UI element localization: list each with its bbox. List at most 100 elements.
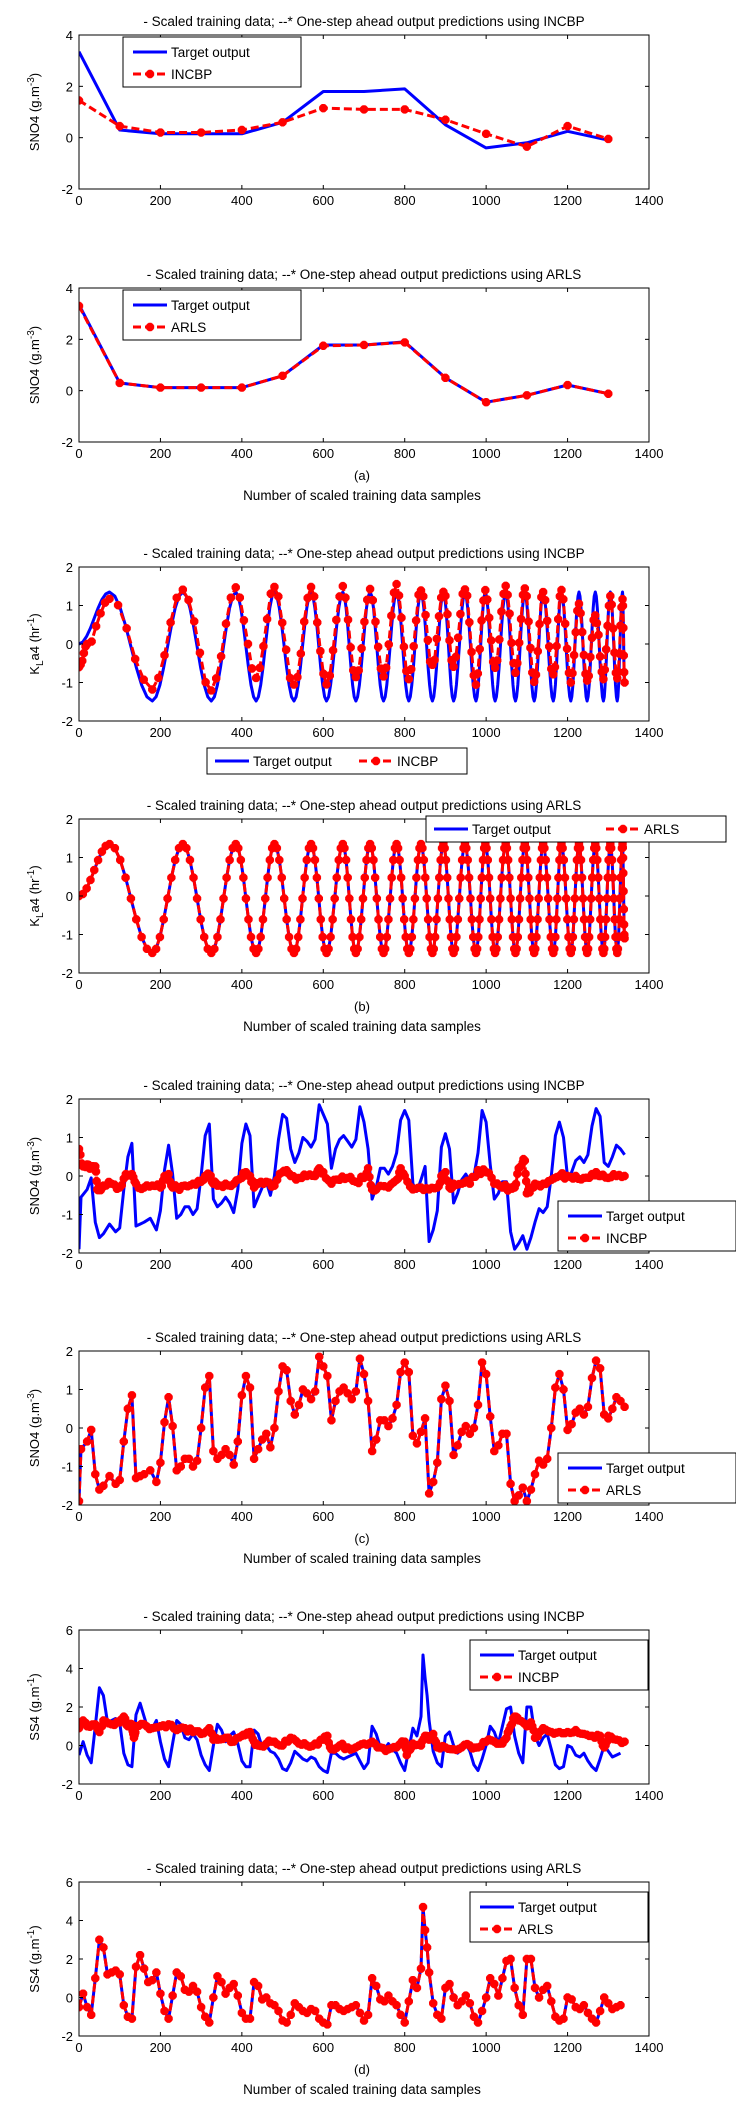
star-marker [543, 616, 552, 626]
star-marker [264, 1178, 274, 1187]
star-marker [596, 915, 605, 924]
x-tick-label: 800 [394, 1788, 416, 1803]
star-marker [370, 873, 380, 882]
star-marker [347, 1394, 356, 1404]
chart-panel-5: - Scaled training data; --* One-step ahe… [26, 1078, 736, 1272]
y-tick-label: 0 [66, 1421, 73, 1436]
star-marker [549, 670, 558, 679]
star-marker [310, 2006, 320, 2016]
star-marker [97, 1721, 107, 1731]
star-marker [595, 2006, 605, 2016]
star-marker [522, 855, 532, 865]
y-tick-label: -2 [61, 1777, 73, 1792]
star-marker [592, 843, 601, 853]
star-marker [447, 656, 456, 665]
chart-panel-2: - Scaled training data; --* One-step ahe… [26, 267, 663, 503]
plot-area [79, 51, 613, 151]
star-marker [552, 915, 561, 924]
x-axis-label: Number of scaled training data samples [243, 1551, 481, 1566]
legend-label-prediction: INCBP [397, 754, 438, 769]
star-marker [487, 1173, 496, 1182]
star-marker [213, 932, 222, 942]
star-marker [575, 2004, 584, 2014]
legend-label-prediction: INCBP [606, 1231, 647, 1246]
star-marker [439, 587, 448, 597]
star-marker [414, 590, 423, 599]
star-marker [263, 873, 272, 882]
ylabel-sub: L [35, 660, 46, 666]
star-marker [87, 1425, 96, 1435]
x-tick-label: 600 [312, 193, 334, 208]
star-marker [221, 1444, 230, 1454]
chart-title: - Scaled training data; --* One-step ahe… [143, 14, 584, 29]
y-tick-label: 1 [66, 599, 73, 614]
star-marker [435, 873, 444, 882]
star-marker [488, 932, 497, 942]
star-marker [379, 948, 388, 958]
star-marker [384, 1183, 393, 1192]
star-marker [461, 1421, 470, 1431]
star-marker [393, 1174, 403, 1183]
star-marker [595, 652, 605, 661]
star-marker [91, 1470, 100, 1479]
star-marker [412, 1983, 422, 1993]
star-marker [416, 1427, 426, 1437]
star-marker [603, 873, 612, 882]
star-marker [527, 932, 537, 942]
star-marker [476, 1169, 485, 1179]
star-marker [530, 1470, 540, 1479]
ylabel-tail: ) [27, 613, 42, 617]
star-marker [505, 873, 514, 882]
star-marker [526, 1954, 536, 1964]
ylabel-sub: L [35, 912, 46, 918]
star-marker [407, 932, 417, 942]
star-marker [251, 673, 261, 683]
star-marker [270, 2001, 279, 2010]
star-marker [233, 1991, 242, 2000]
star-marker [95, 1727, 104, 1737]
prediction-markers [79, 96, 613, 151]
star-marker [148, 948, 157, 958]
y-tick-label: 0 [66, 1739, 73, 1754]
y-axis-label: KLa4 (hr-1) [26, 613, 46, 674]
star-marker [520, 584, 530, 593]
star-marker [340, 843, 349, 853]
star-marker [533, 647, 542, 656]
star-marker [306, 839, 316, 849]
star-marker [477, 616, 486, 625]
ylabel-base: SS4 (g.m [27, 1687, 42, 1741]
star-marker [401, 932, 410, 942]
star-marker [490, 1446, 499, 1456]
star-marker [620, 1737, 629, 1746]
star-marker [355, 932, 364, 942]
prediction-markers [79, 839, 629, 958]
star-marker [524, 873, 533, 882]
star-marker [384, 1991, 393, 2000]
star-marker [393, 843, 403, 853]
x-tick-label: 600 [312, 1788, 334, 1803]
star-marker [409, 915, 418, 924]
y-tick-label: -1 [61, 1208, 73, 1223]
star-marker [217, 1450, 226, 1460]
prediction-markers [79, 579, 629, 695]
star-marker [521, 843, 531, 853]
x-tick-label: 200 [150, 1257, 172, 1272]
star-marker [618, 824, 628, 834]
star-marker [218, 1182, 228, 1192]
ylabel-sup: -1 [26, 869, 37, 878]
x-tick-label: 1000 [472, 1788, 501, 1803]
star-marker [285, 673, 295, 683]
star-marker [201, 2012, 210, 2021]
star-marker [453, 1441, 462, 1450]
star-marker [619, 868, 628, 878]
star-marker [327, 1416, 336, 1425]
x-tick-label: 1400 [635, 2040, 664, 2055]
star-marker [229, 1979, 238, 1989]
star-marker [156, 1458, 165, 1467]
star-marker [226, 593, 236, 602]
star-marker [469, 2012, 479, 2021]
star-marker [518, 855, 527, 865]
star-marker [186, 1724, 195, 1733]
star-marker [110, 1180, 119, 1189]
